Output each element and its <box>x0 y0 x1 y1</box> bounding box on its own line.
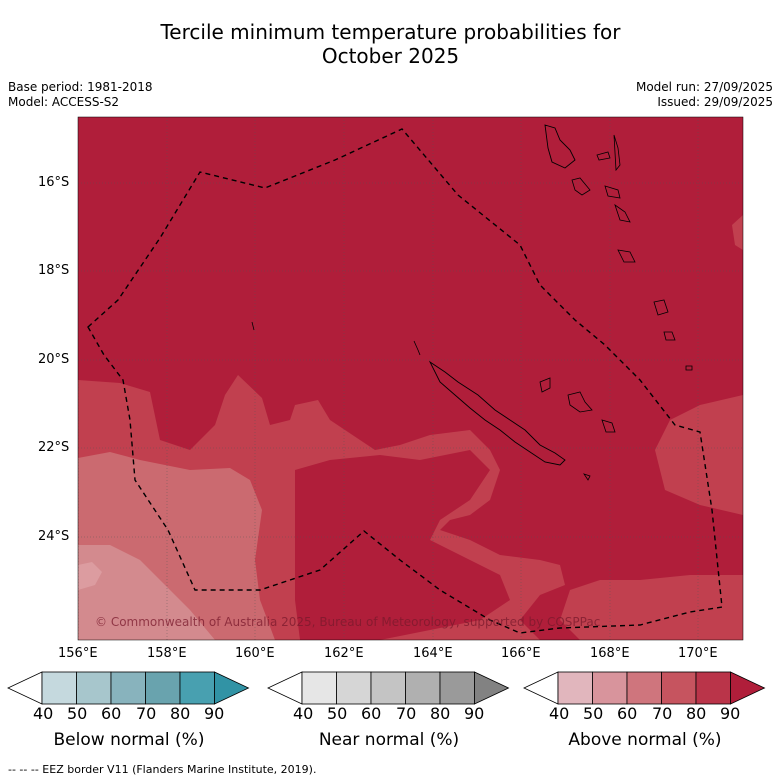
grid <box>78 117 743 640</box>
lon-label-166e: 166°E <box>501 646 541 661</box>
above-cbar-segment <box>661 671 697 705</box>
above-70-east <box>655 395 743 515</box>
below-tick-70: 70 <box>136 704 157 723</box>
base-period: Base period: 1981-2018 <box>8 80 153 94</box>
above-normal-label: Above normal (%) <box>568 730 722 750</box>
vanuatu-island-2 <box>596 151 611 161</box>
loyalty-island-2 <box>567 391 593 413</box>
vanuatu-island-6 <box>614 203 631 223</box>
map-title: Tercile minimum temperature probabilitie… <box>0 20 781 68</box>
lon-label-168e: 168°E <box>590 646 630 661</box>
near-tick-80: 80 <box>430 704 451 723</box>
above-tick-70: 70 <box>652 704 673 723</box>
lon-label-160e: 160°E <box>235 646 275 661</box>
lat-label-20s: 20°S <box>38 352 70 367</box>
map-frame <box>77 116 744 641</box>
above-cbar-segment <box>592 671 628 705</box>
issued-date: Issued: 29/09/2025 <box>657 95 773 109</box>
belep-islands <box>413 340 421 356</box>
below-cbar-segment <box>110 671 146 705</box>
above-cbar-segment <box>626 671 662 705</box>
below-cbar-max-triangle <box>214 671 250 705</box>
above-cbar-max-triangle <box>730 671 766 705</box>
inner-80-region <box>295 450 510 640</box>
near-tick-50: 50 <box>327 704 348 723</box>
colorbars <box>7 671 766 705</box>
above-tick-90: 90 <box>720 704 741 723</box>
near-cbar-segment <box>439 671 475 705</box>
lat-label-16s: 16°S <box>38 175 70 190</box>
lon-label-170e: 170°E <box>678 646 718 661</box>
above-70-east-notch <box>732 215 743 250</box>
model-name: Model: ACCESS-S2 <box>8 95 120 109</box>
lon-label-156e: 156°E <box>58 646 98 661</box>
near-cbar-max-triangle <box>474 671 510 705</box>
vanuatu-tanna <box>663 331 676 341</box>
meta-right: Model run: 27/09/2025 Issued: 29/09/2025 <box>636 80 773 110</box>
above-tick-60: 60 <box>617 704 638 723</box>
title-line-1: Tercile minimum temperature probabilitie… <box>160 20 621 44</box>
lat-label-24s: 24°S <box>38 529 70 544</box>
near-tick-40: 40 <box>293 704 314 723</box>
vanuatu-espiritu-santo <box>544 124 576 169</box>
above-tick-40: 40 <box>549 704 570 723</box>
map-area <box>78 117 743 640</box>
above-cbar-min-triangle <box>523 671 559 705</box>
above-70-east-bottom <box>560 575 743 640</box>
meta-left: Base period: 1981-2018 Model: ACCESS-S2 <box>8 80 153 110</box>
below-tick-40: 40 <box>33 704 54 723</box>
loyalty-island-3 <box>601 419 616 433</box>
near-tick-90: 90 <box>464 704 485 723</box>
lon-label-162e: 162°E <box>324 646 364 661</box>
near-tick-70: 70 <box>396 704 417 723</box>
vanuatu-island-5 <box>604 185 621 199</box>
near-normal-label: Near normal (%) <box>318 730 460 750</box>
above-tick-50: 50 <box>583 704 604 723</box>
near-cbar-segment <box>370 671 406 705</box>
near-tick-60: 60 <box>361 704 382 723</box>
vanuatu-island-3 <box>613 134 621 172</box>
eez-border <box>87 128 723 634</box>
above-50-patch <box>78 562 102 590</box>
footer-eez-note: -- -- -- EEZ border V11 (Flanders Marine… <box>8 763 317 776</box>
near-cbar-segment <box>336 671 372 705</box>
title-line-2: October 2025 <box>321 44 460 68</box>
below-cbar-segment <box>179 671 215 705</box>
lat-label-22s: 22°S <box>38 440 70 455</box>
near-cbar-min-triangle <box>267 671 303 705</box>
above-cbar-segment <box>695 671 731 705</box>
above-cbar-segment <box>557 671 593 705</box>
lat-label-18s: 18°S <box>38 263 70 278</box>
loyalty-island-1 <box>539 377 551 393</box>
vanuatu-erromango <box>653 299 669 316</box>
below-tick-90: 90 <box>204 704 225 723</box>
above-tick-80: 80 <box>686 704 707 723</box>
lon-label-164e: 164°E <box>413 646 453 661</box>
below-cbar-segment <box>145 671 181 705</box>
below-cbar-segment <box>76 671 112 705</box>
below-tick-50: 50 <box>67 704 88 723</box>
below-cbar-segment <box>41 671 77 705</box>
vanuatu-efate <box>617 249 636 263</box>
new-caledonia-island <box>428 360 566 466</box>
near-cbar-segment <box>301 671 337 705</box>
model-run: Model run: 27/09/2025 <box>635 80 773 94</box>
vanuatu-aneityum <box>685 365 693 371</box>
below-tick-60: 60 <box>101 704 122 723</box>
below-normal-label: Below normal (%) <box>53 730 205 750</box>
copyright-text: © Commonwealth of Australia 2025, Bureau… <box>95 615 600 629</box>
lon-label-158e: 158°E <box>147 646 187 661</box>
vanuatu-malekula <box>571 177 591 196</box>
near-cbar-segment <box>405 671 441 705</box>
chesterfield-islet <box>251 321 255 331</box>
below-tick-80: 80 <box>170 704 191 723</box>
isle-of-pines <box>583 473 591 481</box>
below-cbar-min-triangle <box>7 671 43 705</box>
above-50-region <box>78 545 215 640</box>
